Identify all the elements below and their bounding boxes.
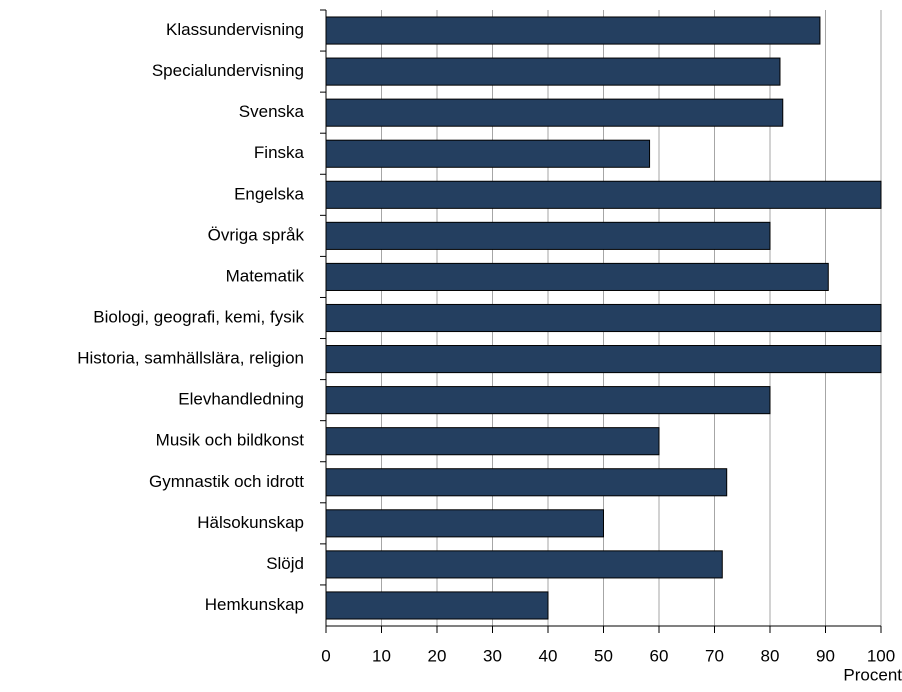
y-tick-label: Elevhandledning bbox=[178, 390, 304, 409]
bar bbox=[325, 16, 821, 45]
bar bbox=[325, 345, 882, 374]
y-tick-label: Svenska bbox=[239, 102, 305, 121]
y-tick-label: Specialundervisning bbox=[152, 61, 304, 80]
bar bbox=[325, 427, 660, 456]
x-tick-label: 20 bbox=[428, 646, 447, 665]
y-tick-label: Historia, samhällslära, religion bbox=[77, 349, 304, 368]
bar bbox=[325, 303, 882, 333]
bar bbox=[325, 468, 728, 497]
y-tick-label: Musik och bildkonst bbox=[156, 431, 305, 450]
x-axis-label: Procent bbox=[843, 665, 902, 684]
x-tick-label: 0 bbox=[321, 646, 330, 665]
x-tick-label: 100 bbox=[867, 646, 895, 665]
x-tick-label: 10 bbox=[372, 646, 391, 665]
y-tick-label: Engelska bbox=[234, 184, 304, 203]
bar bbox=[325, 262, 829, 291]
y-tick-label: Matematik bbox=[226, 266, 305, 285]
y-tick-label: Hemkunskap bbox=[205, 595, 304, 614]
y-tick-label: Gymnastik och idrott bbox=[149, 472, 304, 491]
bar bbox=[325, 180, 882, 209]
bar bbox=[325, 98, 784, 127]
y-tick-label: Hälsokunskap bbox=[197, 513, 304, 532]
x-tick-label: 80 bbox=[761, 646, 780, 665]
bar bbox=[325, 509, 604, 538]
bar bbox=[325, 550, 723, 579]
y-tick-label: Slöjd bbox=[266, 554, 304, 573]
x-tick-label: 50 bbox=[594, 646, 613, 665]
bar bbox=[325, 221, 771, 250]
bar bbox=[325, 139, 651, 168]
x-tick-label: 90 bbox=[816, 646, 835, 665]
y-tick-label: Klassundervisning bbox=[166, 20, 304, 39]
bar bbox=[325, 57, 781, 86]
x-tick-label: 60 bbox=[650, 646, 669, 665]
bar bbox=[325, 591, 549, 620]
y-tick-label: Övriga språk bbox=[208, 225, 305, 244]
y-tick-label: Finska bbox=[254, 143, 305, 162]
x-tick-label: 30 bbox=[483, 646, 502, 665]
x-tick-label: 40 bbox=[539, 646, 558, 665]
bar bbox=[325, 386, 771, 415]
x-tick-label: 70 bbox=[705, 646, 724, 665]
y-tick-label: Biologi, geografi, kemi, fysik bbox=[93, 307, 304, 326]
